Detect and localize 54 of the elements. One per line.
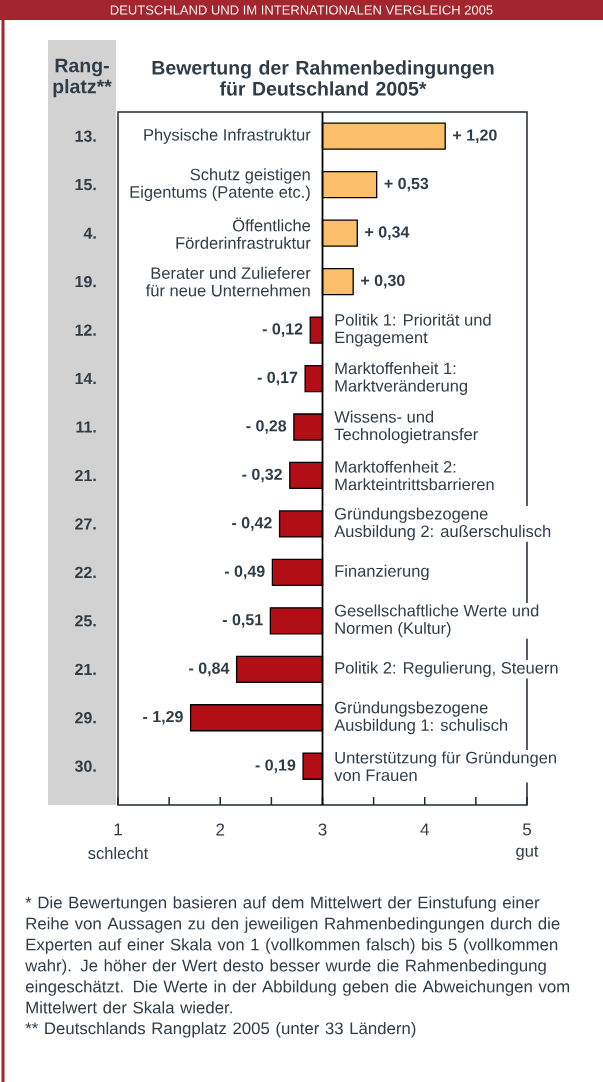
y-tick-label: Finanzierung [335,564,429,581]
y-tick-label: Physische Infrastruktur [144,128,311,144]
data-label: - 0,84 [189,662,230,677]
text: gut [516,845,539,861]
chart-title: Bewertung der Rahmenbedingungen für Deutschland 2005* [152,60,494,96]
y-tick-label: Berater und Zulieferer für neue Unternehmen [145,266,311,297]
data-label: - 0,42 [232,517,272,531]
data-label: - 0,32 [242,468,282,483]
text: 19. [75,275,96,288]
data-label: + 0,34 [365,226,410,240]
y-tick-label: Gründungsbezogene Ausbildung 1: schulisch [334,701,508,735]
text: schlecht [88,846,149,860]
data-label: + 0,53 [384,177,429,192]
text: 4. [83,227,96,239]
y-tick-label: Gesellschaftliche Werte und Normen (Kultur) [335,604,539,638]
text: 13. [75,130,96,142]
data-label: + 1,20 [453,129,497,144]
y-tick-label: Marktoffenheit 1: Marktveränderung [335,362,468,395]
y-tick-label: Politik 1: Priorität und Engagement [335,313,491,347]
x-tick-label: 5 [522,823,532,836]
text: Rang-platz** [53,58,112,98]
x-tick-label: 1 [114,823,122,836]
text: 21. [75,663,96,675]
data-label: - 1,29 [143,710,183,725]
text: * Die Bewertungen basieren auf dem Mittelwert der Einstufung einer Reihe von Aussagen zu den jeweiligen Rahmenbedingungen durch die Experten auf einer Skala von 1 (vollkommen falsch) bis 5 (vollkommen wahr). Je höher der Wert desto besser wurde die Rahmenbedingung eingeschätzt. Die Werte in der Abbildung geben die Abweichungen vom Mittelwert der Skala wieder. [25,896,570,1014]
x-tick-label: 3 [318,823,327,836]
text: 15. [75,179,96,191]
text: DEUTSCHLAND UND IM INTERNATIONALEN VERGLEICH 2005 [110,5,493,15]
text: 25. [75,615,96,627]
text: 29. [75,712,96,724]
text: 27. [75,518,96,530]
text: 21. [75,469,96,482]
x-tick-label: 2 [216,823,225,836]
data-label: - 0,12 [262,323,303,337]
text: 12. [75,324,96,336]
y-tick-label: Öffentliche Förderinfrastruktur [176,217,311,249]
data-label: - 0,49 [224,565,265,580]
text: 11. [76,421,96,433]
y-tick-label: Politik 2: Regulierung, Steuern [335,661,558,677]
y-tick-label: Wissens- und Technologietransfer [334,410,478,444]
data-label: + 0,30 [361,274,405,289]
y-tick-label: Marktoffenheit 2: Markteintrittsbarrieren [335,460,494,491]
y-tick-label: Gründungsbezogene Ausbildung 2: außerschulisch [334,507,551,541]
data-label: - 0,28 [246,420,287,434]
data-label: - 0,51 [222,614,263,628]
text: ** Deutschlands Rangplatz 2005 (unter 33 Ländern) [25,1021,416,1038]
data-label: - 0,17 [257,371,298,386]
text: 22. [75,566,96,578]
text: 30. [74,760,96,772]
data-label: - 0,19 [255,759,296,774]
y-tick-label: Unterstützung für Gründungen von Frauen [334,751,556,782]
y-tick-label: Schutz geistigen Eigentums (Patente etc.) [130,168,310,202]
text: 14. [75,373,96,385]
x-tick-label: 4 [420,823,429,836]
